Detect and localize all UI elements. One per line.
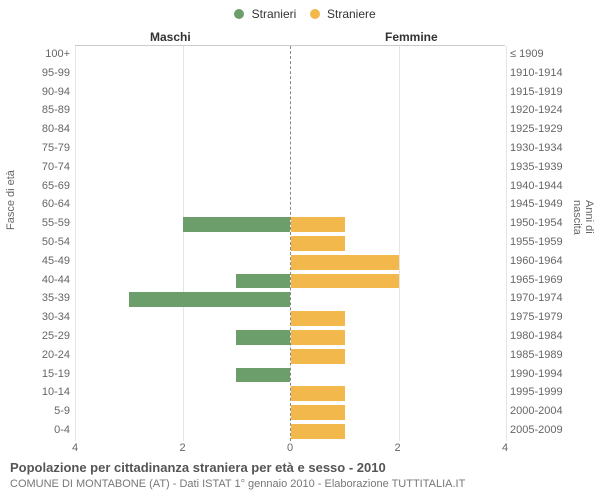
age-label: 65-69 [0, 180, 70, 192]
bar-female [291, 349, 345, 364]
x-tick-label: 2 [394, 442, 400, 454]
birth-year-label: 1945-1949 [510, 198, 600, 210]
legend-label-female: Straniere [327, 7, 376, 21]
bar-female [291, 311, 345, 326]
birth-year-label: 2005-2009 [510, 424, 600, 436]
legend-swatch-female [310, 9, 320, 19]
birth-year-label: 1990-1994 [510, 368, 600, 380]
bar-female [291, 236, 345, 251]
birth-year-label: 1935-1939 [510, 161, 600, 173]
plot-half-male [75, 46, 290, 441]
birth-year-label: 1910-1914 [510, 67, 600, 79]
legend-label-male: Stranieri [252, 7, 297, 21]
birth-year-label: 1930-1934 [510, 142, 600, 154]
x-tick-label: 2 [179, 442, 185, 454]
plot-half-female [290, 46, 506, 441]
age-label: 10-14 [0, 386, 70, 398]
bar-female [291, 255, 399, 270]
legend-swatch-male [234, 9, 244, 19]
birth-year-label: 1915-1919 [510, 86, 600, 98]
x-tick-label: 4 [72, 442, 78, 454]
bar-male [236, 274, 290, 289]
bar-male [129, 292, 290, 307]
birth-year-label: 1960-1964 [510, 255, 600, 267]
age-label: 35-39 [0, 292, 70, 304]
age-label: 20-24 [0, 349, 70, 361]
x-tick-label: 0 [287, 442, 293, 454]
birth-year-label: 1970-1974 [510, 292, 600, 304]
bar-female [291, 405, 345, 420]
birth-year-label: 1980-1984 [510, 330, 600, 342]
age-label: 30-34 [0, 311, 70, 323]
bar-female [291, 217, 345, 232]
birth-year-label: 1975-1979 [510, 311, 600, 323]
age-label: 45-49 [0, 255, 70, 267]
bar-female [291, 274, 399, 289]
bar-male [236, 330, 290, 345]
section-title-male: Maschi [150, 30, 191, 44]
plot-area [75, 45, 505, 441]
caption-sub: COMUNE DI MONTABONE (AT) - Dati ISTAT 1°… [10, 478, 465, 490]
age-label: 60-64 [0, 198, 70, 210]
bar-male [183, 217, 291, 232]
birth-year-label: 1940-1944 [510, 180, 600, 192]
age-label: 95-99 [0, 67, 70, 79]
population-pyramid-chart: Stranieri Straniere Maschi Femmine Fasce… [0, 0, 600, 500]
age-label: 25-29 [0, 330, 70, 342]
birth-year-label: 1965-1969 [510, 274, 600, 286]
bar-female [291, 424, 345, 439]
bar-female [291, 330, 345, 345]
age-label: 70-74 [0, 161, 70, 173]
birth-year-label: 1925-1929 [510, 123, 600, 135]
bar-male [236, 368, 290, 383]
age-label: 90-94 [0, 86, 70, 98]
bar-female [291, 386, 345, 401]
age-label: 80-84 [0, 123, 70, 135]
age-label: 15-19 [0, 368, 70, 380]
age-label: 55-59 [0, 217, 70, 229]
caption-title: Popolazione per cittadinanza straniera p… [10, 460, 386, 475]
age-label: 75-79 [0, 142, 70, 154]
section-title-female: Femmine [385, 30, 438, 44]
x-tick-label: 4 [502, 442, 508, 454]
age-label: 0-4 [0, 424, 70, 436]
age-label: 100+ [0, 48, 70, 60]
birth-year-label: 1920-1924 [510, 104, 600, 116]
age-label: 40-44 [0, 274, 70, 286]
age-label: 85-89 [0, 104, 70, 116]
age-label: 5-9 [0, 405, 70, 417]
legend: Stranieri Straniere [0, 6, 600, 21]
birth-year-label: 1955-1959 [510, 236, 600, 248]
age-label: 50-54 [0, 236, 70, 248]
birth-year-label: ≤ 1909 [510, 48, 600, 60]
birth-year-label: 1950-1954 [510, 217, 600, 229]
birth-year-label: 1995-1999 [510, 386, 600, 398]
birth-year-label: 2000-2004 [510, 405, 600, 417]
birth-year-label: 1985-1989 [510, 349, 600, 361]
